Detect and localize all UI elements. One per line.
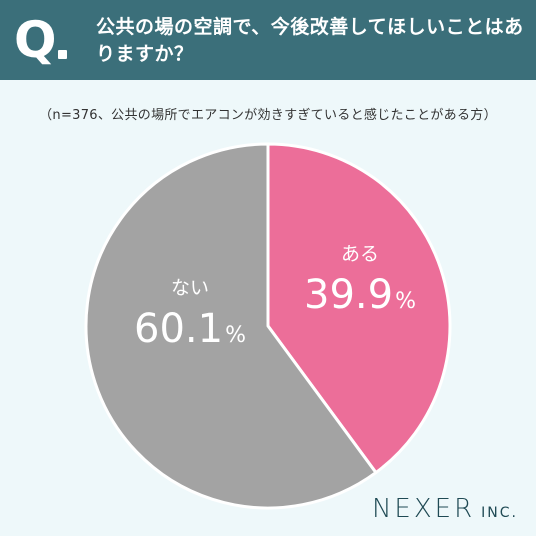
slice-value: 60.1% <box>134 306 246 352</box>
slice-label: ある <box>341 243 379 265</box>
brand-suffix: INC. <box>481 505 518 521</box>
pie-slice-aru <box>266 142 452 475</box>
q-letter: Q <box>14 11 57 69</box>
brand-logo: NEXER INC. <box>372 494 518 524</box>
slice-value: 39.9% <box>304 272 416 318</box>
question-header: Q 公共の場の空調で、今後改善してほしいことはありますか？ <box>0 0 536 80</box>
brand-name: NEXER <box>371 494 476 524</box>
sample-note: （n=376、公共の場所でエアコンが効きすぎていると感じたことがある方） <box>39 108 497 123</box>
slice-label: ない <box>171 277 209 299</box>
q-dot <box>58 50 67 59</box>
q-mark-icon: Q <box>14 12 76 68</box>
question-text: 公共の場の空調で、今後改善してほしいことはありますか？ <box>96 16 524 65</box>
pie-slice-nai <box>84 142 378 510</box>
